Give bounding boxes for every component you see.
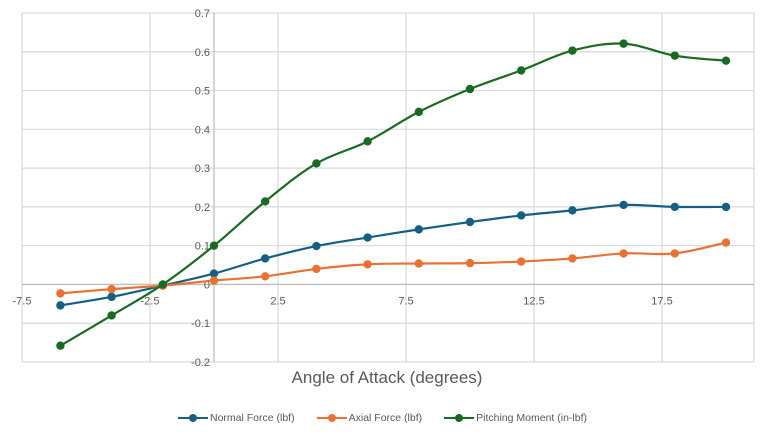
data-point-marker[interactable] xyxy=(721,238,731,247)
data-point-marker[interactable] xyxy=(56,341,65,350)
data-point-marker[interactable] xyxy=(107,311,116,320)
y-tick-label: -0.1 xyxy=(191,318,210,330)
data-point-marker[interactable] xyxy=(670,51,679,60)
data-point-marker[interactable] xyxy=(312,264,321,274)
data-point-marker[interactable] xyxy=(209,269,219,278)
data-point-marker[interactable] xyxy=(465,217,475,227)
series-normal-force xyxy=(56,200,731,310)
series-line xyxy=(59,42,727,347)
data-point-marker[interactable] xyxy=(619,200,628,210)
y-tick-label: 0.1 xyxy=(195,241,210,253)
data-point-marker[interactable] xyxy=(517,66,526,75)
data-point-marker[interactable] xyxy=(568,206,577,215)
data-point-marker[interactable] xyxy=(670,249,679,258)
data-point-marker[interactable] xyxy=(568,254,577,263)
data-point-marker[interactable] xyxy=(517,211,526,220)
data-point-marker[interactable] xyxy=(107,292,116,302)
data-point-marker[interactable] xyxy=(312,159,321,168)
x-tick-label: -2.5 xyxy=(141,295,160,307)
y-axis-tick-labels: 0.7 0.6 0.5 0.4 0.3 0.2 0.1 0 -0.1 -0.2 xyxy=(191,8,210,369)
data-point-marker[interactable] xyxy=(261,197,270,206)
axes xyxy=(22,13,754,362)
data-point-marker[interactable] xyxy=(721,202,731,212)
data-point-marker[interactable] xyxy=(414,225,423,234)
data-point-marker[interactable] xyxy=(158,280,167,289)
x-tick-label: 12.5 xyxy=(523,295,544,307)
data-point-marker[interactable] xyxy=(107,284,116,294)
plot-series xyxy=(56,39,731,350)
data-point-marker[interactable] xyxy=(568,46,577,55)
legend-marker-icon xyxy=(316,413,347,423)
series-pitching-moment xyxy=(56,39,731,350)
x-tick-label: 7.5 xyxy=(398,295,413,307)
y-tick-label: 0.3 xyxy=(195,163,210,175)
data-point-marker[interactable] xyxy=(465,84,475,94)
x-axis-tick-labels: -7.5 -2.5 2.5 7.5 12.5 17.5 xyxy=(13,295,673,307)
data-point-marker[interactable] xyxy=(414,107,423,117)
data-point-marker[interactable] xyxy=(363,137,372,146)
series-line xyxy=(60,241,727,295)
data-point-marker[interactable] xyxy=(56,289,65,298)
y-tick-label: 0.4 xyxy=(195,124,210,136)
data-point-marker[interactable] xyxy=(363,233,372,242)
data-point-marker[interactable] xyxy=(619,39,628,48)
legend-label: Pitching Moment (in-lbf) xyxy=(476,412,587,424)
data-point-marker[interactable] xyxy=(312,241,321,251)
y-tick-label: 0.7 xyxy=(195,8,210,20)
data-point-marker[interactable] xyxy=(619,249,628,258)
legend-item-axial-force[interactable]: Axial Force (lbf) xyxy=(316,408,423,428)
data-point-marker[interactable] xyxy=(261,254,270,263)
data-point-marker[interactable] xyxy=(209,241,219,250)
data-point-marker[interactable] xyxy=(670,202,679,212)
data-point-marker[interactable] xyxy=(414,259,423,268)
legend-label: Normal Force (lbf) xyxy=(210,412,295,424)
legend-item-pitching-moment[interactable]: Pitching Moment (in-lbf) xyxy=(444,408,587,428)
legend: Normal Force (lbf) Axial Force (lbf) Pit… xyxy=(0,408,765,428)
legend-marker-icon xyxy=(178,413,208,423)
legend-label: Axial Force (lbf) xyxy=(348,412,423,424)
x-tick-label: 17.5 xyxy=(651,295,672,307)
y-tick-label: 0.6 xyxy=(195,47,210,59)
legend-item-normal-force[interactable]: Normal Force (lbf) xyxy=(178,408,295,428)
data-point-marker[interactable] xyxy=(209,276,219,285)
legend-marker-icon xyxy=(444,413,475,423)
data-point-marker[interactable] xyxy=(261,272,270,281)
data-point-marker[interactable] xyxy=(465,258,475,268)
y-tick-label: 0.5 xyxy=(195,86,210,98)
x-axis-title: Angle of Attack (degrees) xyxy=(292,368,483,387)
x-tick-label: -7.5 xyxy=(13,295,32,307)
data-point-marker[interactable] xyxy=(363,260,372,269)
x-tick-label: 2.5 xyxy=(270,295,285,307)
data-point-marker[interactable] xyxy=(721,56,731,65)
y-tick-label: 0 xyxy=(204,279,210,291)
data-point-marker[interactable] xyxy=(56,301,65,310)
y-tick-label: -0.2 xyxy=(191,357,210,369)
data-point-marker[interactable] xyxy=(517,257,526,266)
gridlines xyxy=(21,12,755,363)
y-tick-label: 0.2 xyxy=(195,202,210,214)
